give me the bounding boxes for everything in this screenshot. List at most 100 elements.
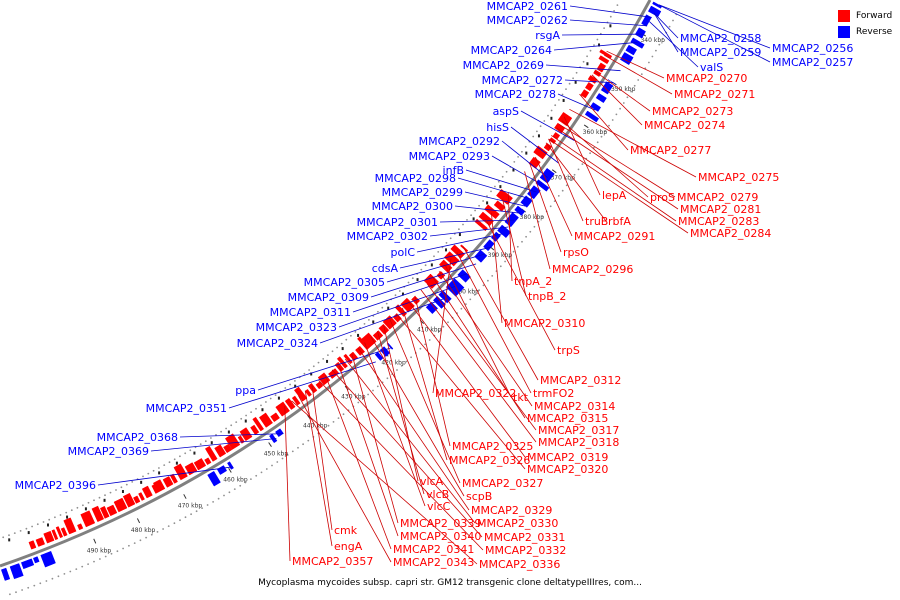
forward-gene-label-mmcap2-0329: MMCAP2_0329: [471, 504, 552, 517]
guide-dot: [603, 27, 605, 29]
forward-gene-label-mmcap2-0326: MMCAP2_0326: [449, 454, 530, 467]
guide-dot: [377, 310, 379, 313]
guide-dot: [133, 542, 136, 544]
guide-dot: [533, 225, 536, 228]
guide-dot: [508, 255, 511, 258]
misc-feature-mark: [458, 233, 461, 237]
tick-mark: [183, 494, 187, 499]
reverse-gene-label-mmcap2-0368: MMCAP2_0368: [97, 431, 178, 444]
guide-dot: [582, 60, 585, 63]
forward-gene: [543, 142, 553, 152]
guide-dot: [433, 255, 435, 258]
guide-dot: [163, 464, 166, 466]
guide-dot: [255, 407, 257, 410]
guide-dot: [215, 434, 217, 436]
kbp-ticks: 340 kbp 350 kbp 360 kbp 370 kbp 380 kbp 390 k…: [87, 33, 665, 555]
reverse-gene-label-mmcap2-0258: MMCAP2_0258: [680, 32, 761, 45]
forward-gene-label-mmcap2-0314: MMCAP2_0314: [534, 400, 615, 413]
forward-gene-label-trps: trpS: [557, 344, 580, 357]
forward-gene-leader-line: [604, 54, 673, 95]
reverse-gene-label-mmcap2-0259: MMCAP2_0259: [680, 46, 761, 59]
forward-gene-leader-line: [535, 156, 573, 237]
forward-gene-label-mmcap2-0279: MMCAP2_0279: [677, 191, 758, 204]
forward-gene-leader-line: [370, 336, 465, 497]
guide-dot: [442, 325, 445, 328]
reverse-gene: [445, 278, 465, 297]
misc-feature-mark: [609, 24, 612, 28]
guide-dot: [550, 109, 553, 112]
guide-dot: [255, 474, 258, 477]
reverse-gene-label-rsga: rsgA: [535, 29, 560, 42]
guide-dot: [469, 298, 472, 301]
forward-swatch: [838, 10, 850, 22]
guide-dot: [622, 102, 625, 104]
misc-feature-mark: [416, 278, 419, 282]
reverse-gene-leader-line: [561, 33, 643, 36]
misc-feature-mark: [277, 396, 280, 400]
guide-dot: [303, 372, 306, 375]
forward-gene: [133, 495, 141, 504]
forward-gene: [372, 330, 384, 341]
forward-gene-leader-line: [569, 108, 697, 178]
guide-dot: [558, 99, 560, 101]
reverse-gene-leader-line: [439, 219, 515, 223]
reverse-gene-label-ppa: ppa: [235, 384, 256, 397]
forward-gene-leader-line: [545, 142, 607, 222]
guide-dot: [274, 394, 277, 396]
guide-dot: [465, 303, 467, 305]
forward-gene: [596, 62, 607, 73]
forward-gene-label-mmcap2-0283: MMCAP2_0283: [678, 215, 759, 228]
guide-dot: [487, 279, 489, 282]
guide-dot: [131, 481, 134, 483]
guide-dot: [596, 38, 599, 41]
guide-dot: [212, 501, 215, 503]
forward-gene: [293, 386, 308, 402]
forward-gene-leader-line: [284, 405, 291, 562]
forward-gene-leader-line: [318, 380, 484, 551]
forward-gene-leader-line: [304, 390, 333, 547]
reverse-gene-leader-line: [658, 4, 771, 49]
reverse-gene-leader-line: [501, 140, 548, 178]
reverse-gene: [600, 81, 614, 95]
reverse-gene: [625, 44, 638, 56]
misc-feature-mark: [430, 263, 433, 267]
guide-dot: [497, 180, 500, 183]
forward-gene-label-vlcb: vlcB: [426, 488, 449, 501]
label-leader-lines: [97, 4, 771, 565]
misc-feature-mark: [66, 515, 69, 519]
guide-dot: [342, 413, 345, 416]
tick-label-450-kbp: 450 kbp: [264, 450, 289, 457]
guide-dot: [110, 552, 113, 555]
reverse-gene-leader-line: [465, 169, 537, 193]
forward-gene-label-mmcap2-0318: MMCAP2_0318: [538, 436, 619, 449]
reverse-gene-label-mmcap2-0301: MMCAP2_0301: [357, 216, 438, 229]
forward-gene-label-mmcap2-0357: MMCAP2_0357: [292, 555, 373, 568]
forward-gene-label-trmfo2: trmFO2: [533, 387, 574, 400]
forward-gene-leader-line: [551, 135, 677, 222]
guide-dot: [276, 461, 279, 463]
reverse-gene: [275, 428, 284, 438]
forward-gene: [113, 497, 128, 513]
guide-dot: [204, 440, 207, 443]
guide-dot: [297, 446, 299, 449]
reverse-gene-label-mmcap2-0300: MMCAP2_0300: [372, 200, 453, 213]
guide-dot: [327, 424, 330, 427]
guide-dot: [490, 190, 492, 193]
reverse-gene-leader-line: [653, 12, 679, 39]
forward-gene: [258, 412, 273, 428]
misc-feature-mark: [472, 217, 475, 221]
guide-dot: [230, 424, 233, 427]
guide-dot: [322, 358, 325, 360]
misc-feature-mark: [175, 461, 178, 465]
guide-dot: [70, 509, 73, 512]
guide-dot: [228, 491, 231, 494]
legend-reverse-label: Reverse: [856, 27, 893, 37]
guide-dot: [59, 514, 62, 516]
guide-dot: [596, 141, 599, 144]
tick-label-470-kbp: 470 kbp: [178, 503, 203, 510]
guide-dot: [336, 346, 338, 349]
guide-dot: [189, 449, 192, 452]
guide-dot: [655, 49, 657, 52]
guide-dot: [284, 387, 287, 389]
reverse-gene-label-mmcap2-0272: MMCAP2_0272: [482, 74, 563, 87]
